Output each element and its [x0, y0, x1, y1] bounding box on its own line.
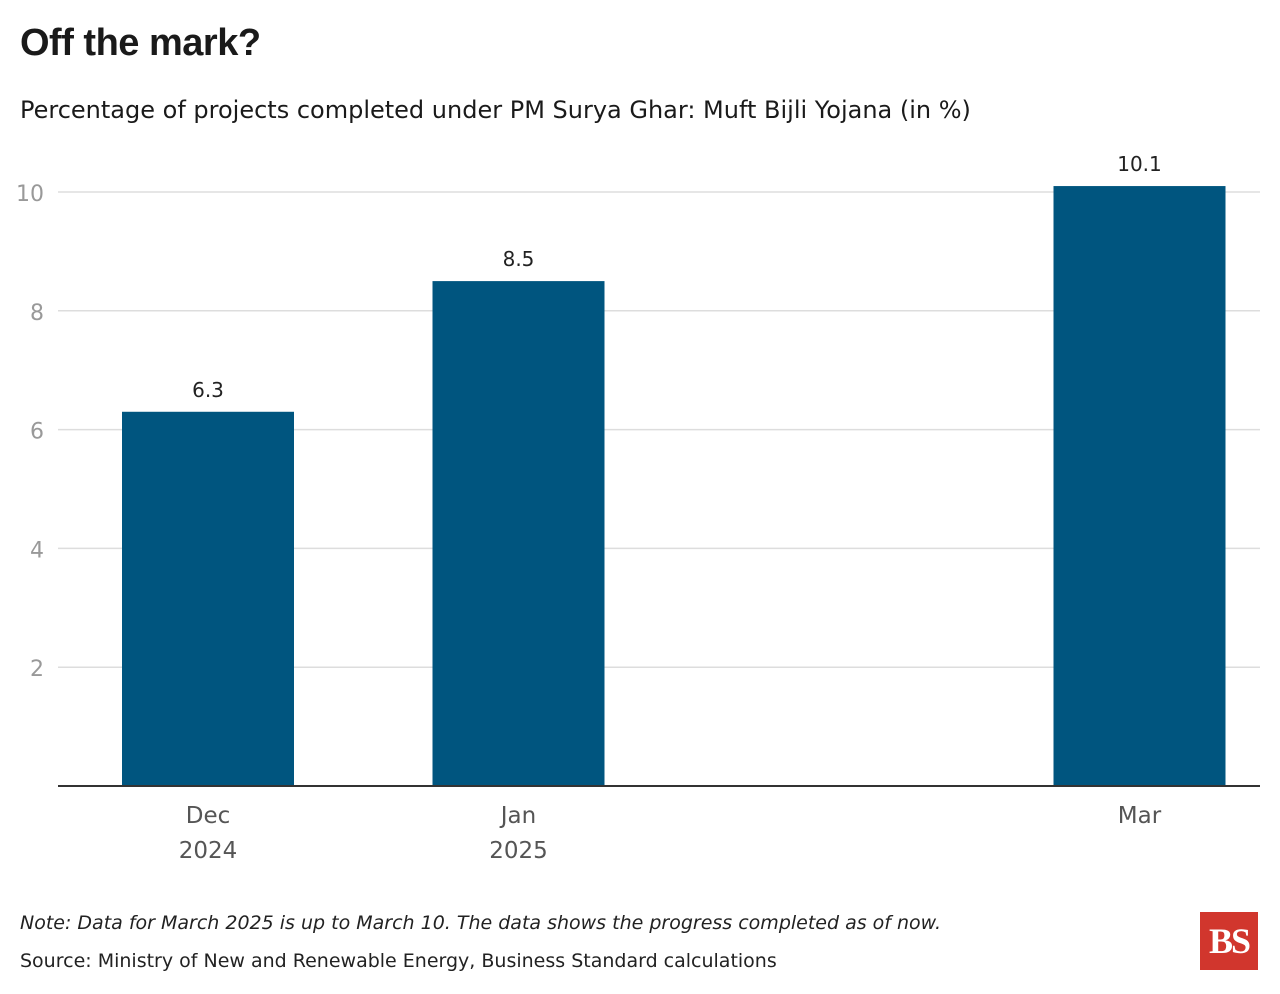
chart-subtitle: Percentage of projects completed under P…	[20, 96, 971, 124]
chart-note: Note: Data for March 2025 is up to March…	[20, 912, 942, 934]
x-tick-label: 2025	[489, 838, 548, 864]
y-tick-label: 8	[30, 301, 44, 326]
bar	[122, 411, 294, 786]
x-tick-label: Jan	[499, 803, 536, 829]
data-label: 6.3	[192, 378, 224, 402]
data-label: 10.1	[1117, 152, 1162, 176]
x-tick-label: Mar	[1118, 803, 1162, 829]
y-tick-label: 4	[30, 538, 44, 563]
x-tick-label: 2024	[179, 838, 238, 864]
x-tick-label: Dec	[186, 803, 231, 829]
bar	[432, 281, 605, 786]
bar	[1053, 186, 1226, 786]
y-tick-label: 6	[30, 420, 44, 445]
chart-title: Off the mark?	[20, 22, 261, 64]
y-tick-label: 2	[30, 657, 44, 682]
bar-chart: 2 4 6 8 10 6.3 Dec 2024 8.5 Jan 2025 10.1 Mar	[16, 152, 1260, 864]
y-tick-label: 10	[16, 182, 44, 207]
business-standard-logo: BS	[1200, 912, 1258, 970]
data-label: 8.5	[503, 247, 535, 271]
chart-source: Source: Ministry of New and Renewable En…	[20, 950, 777, 972]
